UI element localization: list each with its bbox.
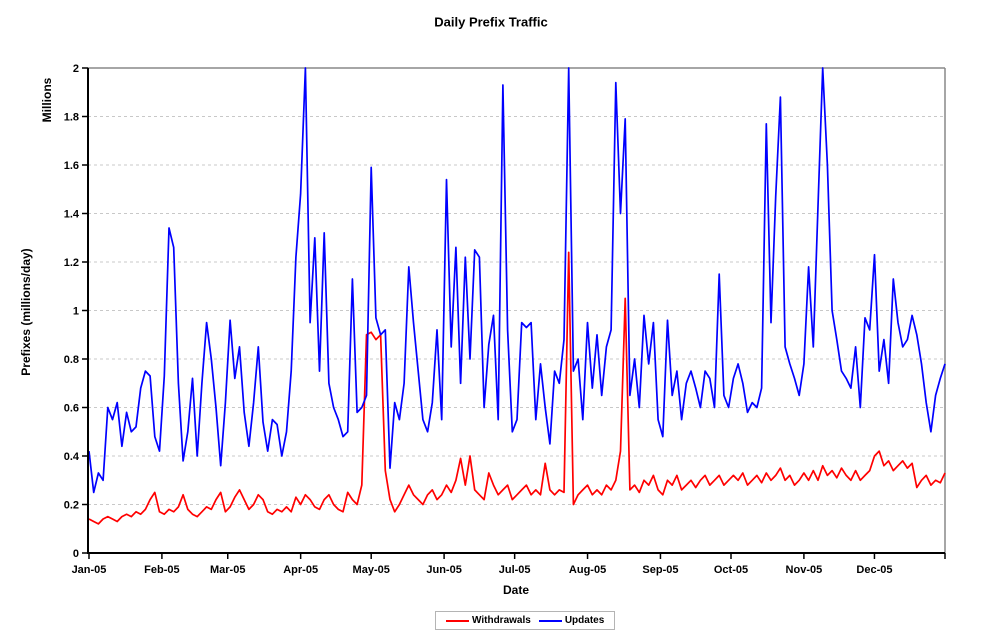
x-tick-label: Jan-05 <box>72 564 107 576</box>
y-tick-label: 1 <box>73 306 79 318</box>
y-tick-label: 0.8 <box>64 354 79 366</box>
legend-item-updates: Updates <box>538 615 605 626</box>
y-tick-label: 2 <box>73 63 79 75</box>
legend-item-withdrawals: Withdrawals <box>446 615 531 626</box>
y-tick-label: 1.6 <box>64 160 79 172</box>
y-tick-label: 1.4 <box>64 209 80 221</box>
y-tick-label: 0 <box>73 548 79 560</box>
x-tick-label: Aug-05 <box>569 564 606 576</box>
legend: Withdrawals Updates <box>435 611 616 630</box>
x-tick-label: Jul-05 <box>499 564 531 576</box>
x-tick-label: Jun-05 <box>426 564 461 576</box>
x-tick-label: May-05 <box>353 564 390 576</box>
withdrawals-line-swatch <box>446 619 469 622</box>
y-tick-label: 0.4 <box>64 451 80 463</box>
y-tick-label: 1.8 <box>64 112 79 124</box>
x-tick-label: Oct-05 <box>714 564 748 576</box>
x-tick-label: Mar-05 <box>210 564 245 576</box>
x-axis-title: Date <box>502 583 530 597</box>
withdrawals-line <box>88 251 946 525</box>
x-tick-label: Nov-05 <box>786 564 823 576</box>
x-tick-label: Feb-05 <box>144 564 179 576</box>
x-tick-label: Sep-05 <box>642 564 678 576</box>
legend-label-updates: Updates <box>564 615 605 626</box>
legend-label-withdrawals: Withdrawals <box>472 615 531 626</box>
y-tick-label: 0.6 <box>64 403 79 415</box>
updates-line-swatch <box>538 619 562 622</box>
chart-title: Daily Prefix Traffic <box>434 14 548 30</box>
y-tick-label: 0.2 <box>64 500 79 512</box>
x-tick-label: Dec-05 <box>856 564 892 576</box>
updates-line <box>88 67 946 494</box>
x-tick-label: Apr-05 <box>283 564 318 576</box>
y-tick-label: 1.2 <box>64 257 79 269</box>
